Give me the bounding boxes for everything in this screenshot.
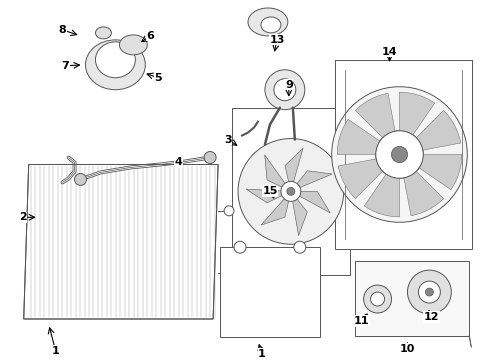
Polygon shape xyxy=(24,165,218,319)
Circle shape xyxy=(425,288,433,296)
Polygon shape xyxy=(364,174,399,217)
Circle shape xyxy=(370,292,385,306)
Text: 3: 3 xyxy=(224,135,232,145)
Polygon shape xyxy=(265,155,291,192)
Polygon shape xyxy=(416,111,461,150)
Bar xyxy=(232,108,350,275)
Text: 14: 14 xyxy=(382,47,397,57)
Circle shape xyxy=(238,139,343,244)
Circle shape xyxy=(287,188,295,195)
Circle shape xyxy=(224,206,234,216)
Circle shape xyxy=(364,285,392,313)
Ellipse shape xyxy=(86,40,146,90)
Text: 11: 11 xyxy=(354,316,369,326)
Text: 1: 1 xyxy=(258,349,266,359)
Circle shape xyxy=(408,270,451,314)
Text: 4: 4 xyxy=(174,157,182,167)
Text: 1: 1 xyxy=(52,346,59,356)
Circle shape xyxy=(234,241,246,253)
Polygon shape xyxy=(291,171,332,192)
Circle shape xyxy=(274,79,296,101)
Text: 10: 10 xyxy=(400,344,415,354)
Circle shape xyxy=(332,87,467,222)
Polygon shape xyxy=(355,93,395,138)
Polygon shape xyxy=(285,148,303,192)
Circle shape xyxy=(74,174,87,185)
Text: 5: 5 xyxy=(154,73,162,83)
Text: 15: 15 xyxy=(262,186,278,197)
Text: 2: 2 xyxy=(19,212,26,222)
Ellipse shape xyxy=(96,42,135,78)
Polygon shape xyxy=(246,189,291,203)
Circle shape xyxy=(204,152,216,163)
Bar xyxy=(355,261,469,336)
Text: 8: 8 xyxy=(59,25,67,35)
Text: 13: 13 xyxy=(269,35,285,45)
Polygon shape xyxy=(291,192,330,213)
Ellipse shape xyxy=(96,27,111,39)
Circle shape xyxy=(265,70,305,110)
Polygon shape xyxy=(419,154,462,190)
Circle shape xyxy=(294,241,306,253)
Text: 9: 9 xyxy=(285,80,293,90)
Ellipse shape xyxy=(248,8,288,36)
Ellipse shape xyxy=(120,35,147,55)
Circle shape xyxy=(224,267,234,278)
Polygon shape xyxy=(291,192,307,236)
Text: 12: 12 xyxy=(424,312,439,322)
Polygon shape xyxy=(399,92,435,135)
Circle shape xyxy=(392,147,408,163)
Circle shape xyxy=(281,181,301,201)
Polygon shape xyxy=(261,192,291,225)
Text: 6: 6 xyxy=(147,31,154,41)
Bar xyxy=(220,247,320,337)
Circle shape xyxy=(418,281,441,303)
Polygon shape xyxy=(404,171,443,216)
Polygon shape xyxy=(338,159,383,199)
Text: 7: 7 xyxy=(62,61,70,71)
Bar xyxy=(335,60,472,249)
Circle shape xyxy=(376,131,423,178)
Circle shape xyxy=(376,131,423,178)
Polygon shape xyxy=(337,119,380,154)
Ellipse shape xyxy=(261,17,281,33)
